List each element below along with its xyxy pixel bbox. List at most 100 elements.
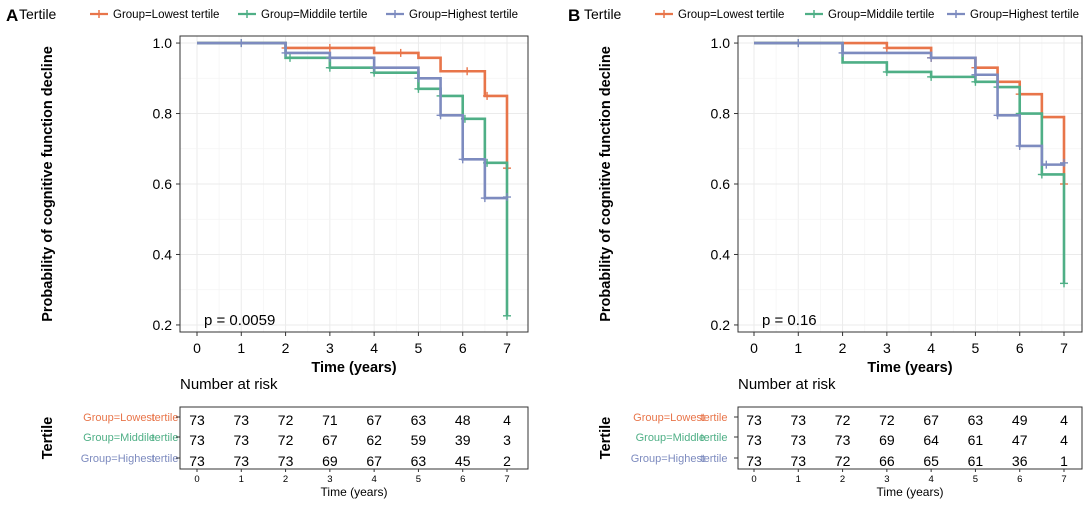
x-tick-label: 5 bbox=[415, 340, 423, 356]
risk-x-tick-label: 0 bbox=[194, 474, 199, 485]
panel-b: B Tertile Group=Lowest tertile Group=Middil… bbox=[568, 6, 1083, 499]
x-axis-title: Time (years) bbox=[311, 360, 396, 376]
risk-x-tick-label: 0 bbox=[751, 474, 756, 485]
risk-count: 73 bbox=[790, 432, 806, 448]
legend-item-middle: Group=Middile tertile bbox=[238, 9, 367, 21]
x-tick-label: 4 bbox=[927, 340, 935, 356]
survival-curve-lowest bbox=[754, 41, 1066, 184]
x-tick-label: 3 bbox=[883, 340, 891, 356]
risk-count: 69 bbox=[879, 432, 895, 448]
legend-label: Group=Highest tertile bbox=[970, 9, 1079, 21]
x-tick-label: 4 bbox=[370, 340, 378, 356]
risk-x-tick-label: 7 bbox=[504, 474, 509, 485]
risk-x-tick-label: 4 bbox=[928, 474, 933, 485]
x-tick-label: 1 bbox=[794, 340, 802, 356]
risk-count: 61 bbox=[968, 432, 984, 448]
x-tick-label: 3 bbox=[326, 340, 334, 356]
y-tick-label: 0.4 bbox=[711, 246, 731, 262]
risk-row-label: Group=Lowest bbox=[633, 412, 705, 424]
risk-count: 73 bbox=[790, 412, 806, 428]
risk-count: 4 bbox=[503, 412, 511, 428]
risk-table-frame bbox=[737, 406, 1083, 470]
risk-count: 61 bbox=[968, 453, 984, 469]
risk-count: 72 bbox=[278, 412, 294, 428]
y-axis-title: Probability of cognitive function declin… bbox=[40, 46, 56, 322]
gridlines bbox=[180, 36, 528, 332]
risk-x-tick-label: 5 bbox=[416, 474, 421, 485]
risk-count: 48 bbox=[455, 412, 471, 428]
y-tick-label: 0.2 bbox=[153, 317, 173, 333]
risk-count: 4 bbox=[1060, 412, 1068, 428]
risk-x-tick-label: 6 bbox=[460, 474, 465, 485]
legend-label: Group=Lowest tertile bbox=[678, 9, 784, 21]
risk-row-label-suffix: tertile bbox=[701, 412, 728, 424]
survival-curve-highest bbox=[754, 41, 1066, 166]
risk-count: 69 bbox=[322, 453, 338, 469]
legend-item-middle: Group=Middile tertile bbox=[805, 9, 934, 21]
risk-count: 39 bbox=[455, 432, 471, 448]
risk-row-label-suffix: tertile bbox=[152, 432, 179, 444]
p-value: p = 0.16 bbox=[762, 312, 817, 329]
risk-count: 67 bbox=[322, 432, 338, 448]
y-tick-label: 0.4 bbox=[153, 246, 173, 262]
risk-count: 59 bbox=[411, 432, 427, 448]
y-tick-label: 0.8 bbox=[153, 106, 173, 122]
panel-a: A Tertile Group=Lowest tertile Group=Middil… bbox=[6, 6, 529, 499]
risk-table-title: Number at risk bbox=[180, 376, 278, 393]
risk-count: 64 bbox=[923, 432, 939, 448]
y-tick-label: 0.8 bbox=[711, 106, 731, 122]
x-tick-label: 0 bbox=[750, 340, 758, 356]
risk-count: 72 bbox=[278, 432, 294, 448]
risk-count: 65 bbox=[923, 453, 939, 469]
legend-item-lowest: Group=Lowest tertile bbox=[655, 9, 784, 21]
y-tick-label: 1.0 bbox=[711, 35, 731, 51]
risk-count: 67 bbox=[923, 412, 939, 428]
risk-row-label: Group=Highest bbox=[631, 453, 705, 465]
risk-count: 63 bbox=[968, 412, 984, 428]
y-tick-label: 0.2 bbox=[711, 317, 731, 333]
risk-count: 63 bbox=[411, 453, 427, 469]
risk-count: 73 bbox=[278, 453, 294, 469]
risk-count: 49 bbox=[1012, 412, 1028, 428]
risk-table-frame bbox=[179, 406, 529, 470]
x-tick-label: 5 bbox=[972, 340, 980, 356]
gridlines bbox=[738, 36, 1082, 332]
risk-count: 73 bbox=[746, 453, 762, 469]
legend: Tertile Group=Lowest tertile Group=Middile… bbox=[19, 6, 518, 22]
risk-count: 3 bbox=[503, 432, 511, 448]
panel-letter: B bbox=[568, 6, 580, 25]
series-highest bbox=[754, 39, 1068, 169]
km-plot: 0 1 2 3 4 5 6 7 0.2 0.4 0.6 0.8 1.0 Time (years) Proba… bbox=[598, 35, 1083, 376]
risk-x-tick-label: 3 bbox=[327, 474, 332, 485]
risk-row-label: Group=Middle bbox=[636, 432, 705, 444]
risk-row-label: Group=Lowest bbox=[83, 412, 155, 424]
series-middle bbox=[197, 39, 511, 320]
risk-count: 4 bbox=[1060, 432, 1068, 448]
risk-count: 66 bbox=[879, 453, 895, 469]
x-tick-label: 7 bbox=[1060, 340, 1068, 356]
risk-count: 72 bbox=[835, 412, 851, 428]
y-axis-title: Probability of cognitive function declin… bbox=[598, 46, 614, 322]
risk-x-axis-title: Time (years) bbox=[321, 485, 388, 499]
legend-title: Tertile bbox=[19, 6, 57, 22]
risk-row-label: Group=Highest bbox=[81, 453, 155, 465]
x-tick-label: 2 bbox=[282, 340, 290, 356]
x-tick-label: 1 bbox=[237, 340, 245, 356]
risk-count: 45 bbox=[455, 453, 471, 469]
legend-label: Group=Lowest tertile bbox=[113, 9, 219, 21]
legend: Tertile Group=Lowest tertile Group=Middile… bbox=[584, 6, 1079, 22]
risk-y-axis-title: Tertile bbox=[40, 417, 56, 459]
series-middle bbox=[754, 39, 1068, 288]
y-tick-label: 0.6 bbox=[711, 176, 731, 192]
risk-count: 73 bbox=[746, 412, 762, 428]
risk-count: 47 bbox=[1012, 432, 1028, 448]
risk-x-tick-label: 6 bbox=[1017, 474, 1022, 485]
legend-label: Group=Middile tertile bbox=[261, 9, 367, 21]
legend-label: Group=Highest tertile bbox=[409, 9, 518, 21]
